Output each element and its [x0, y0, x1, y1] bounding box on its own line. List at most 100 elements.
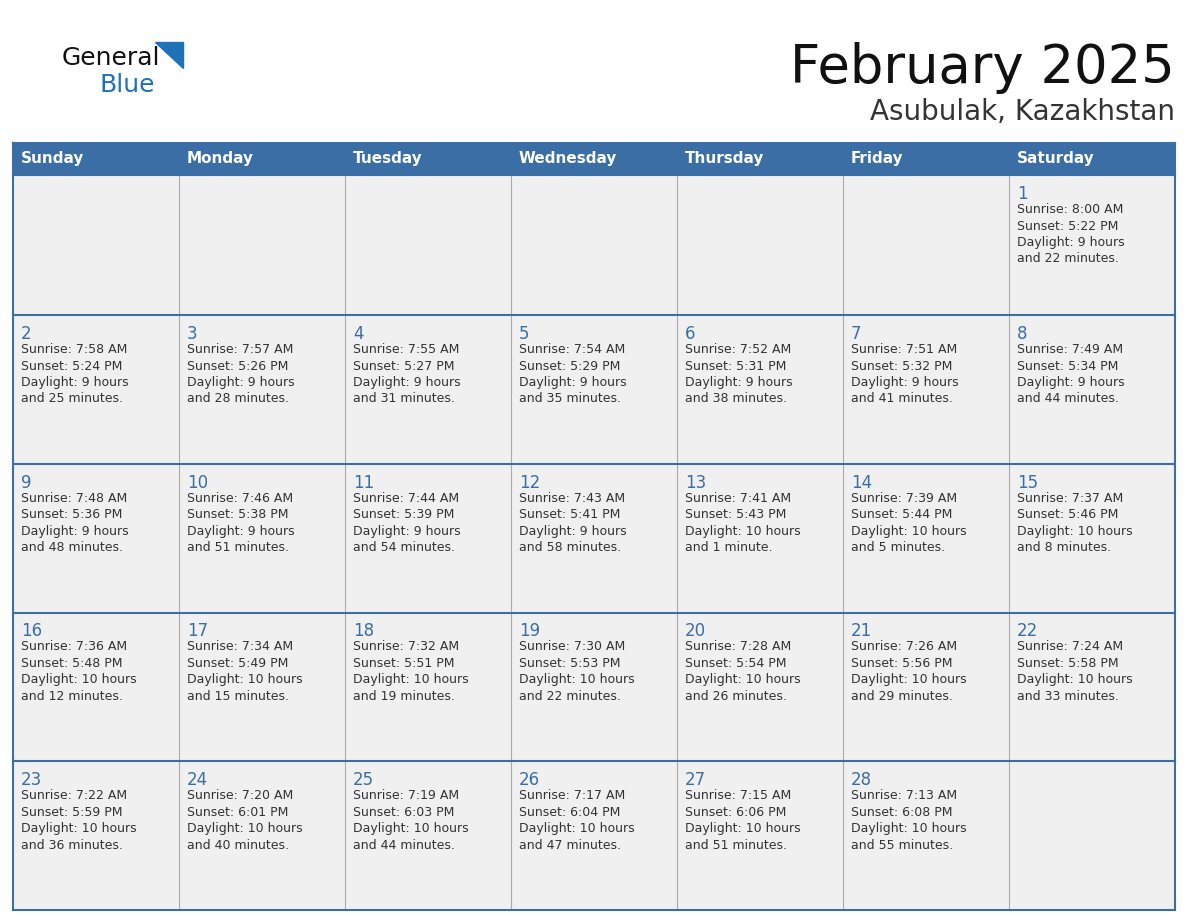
Text: Sunset: 5:49 PM: Sunset: 5:49 PM — [187, 657, 289, 670]
Text: Sunset: 6:01 PM: Sunset: 6:01 PM — [187, 806, 289, 819]
Bar — [13, 143, 1175, 175]
Text: and 51 minutes.: and 51 minutes. — [685, 839, 786, 852]
Text: Daylight: 9 hours: Daylight: 9 hours — [519, 525, 626, 538]
Text: Sunset: 5:53 PM: Sunset: 5:53 PM — [519, 657, 620, 670]
Text: and 47 minutes.: and 47 minutes. — [519, 839, 621, 852]
Text: Sunset: 6:03 PM: Sunset: 6:03 PM — [353, 806, 454, 819]
Text: Sunset: 6:06 PM: Sunset: 6:06 PM — [685, 806, 786, 819]
Text: and 33 minutes.: and 33 minutes. — [1017, 690, 1119, 703]
Text: and 25 minutes.: and 25 minutes. — [21, 393, 124, 406]
Text: Daylight: 9 hours: Daylight: 9 hours — [187, 525, 295, 538]
Text: Sunrise: 8:00 AM: Sunrise: 8:00 AM — [1017, 203, 1124, 216]
Text: and 40 minutes.: and 40 minutes. — [187, 839, 289, 852]
Text: Sunrise: 7:46 AM: Sunrise: 7:46 AM — [187, 492, 293, 505]
Text: 6: 6 — [685, 325, 695, 343]
Text: Sunrise: 7:20 AM: Sunrise: 7:20 AM — [187, 789, 293, 802]
Text: Friday: Friday — [851, 151, 904, 166]
Text: Sunrise: 7:58 AM: Sunrise: 7:58 AM — [21, 343, 127, 356]
Text: Daylight: 10 hours: Daylight: 10 hours — [353, 823, 468, 835]
Text: and 22 minutes.: and 22 minutes. — [1017, 252, 1119, 265]
Text: Daylight: 10 hours: Daylight: 10 hours — [21, 823, 137, 835]
Text: and 44 minutes.: and 44 minutes. — [1017, 393, 1119, 406]
Text: Sunrise: 7:41 AM: Sunrise: 7:41 AM — [685, 492, 791, 505]
Text: Sunset: 5:39 PM: Sunset: 5:39 PM — [353, 509, 454, 521]
Text: and 8 minutes.: and 8 minutes. — [1017, 542, 1111, 554]
Text: 26: 26 — [519, 771, 541, 789]
Text: Sunrise: 7:22 AM: Sunrise: 7:22 AM — [21, 789, 127, 802]
Text: Sunrise: 7:43 AM: Sunrise: 7:43 AM — [519, 492, 625, 505]
Text: Daylight: 9 hours: Daylight: 9 hours — [187, 376, 295, 389]
Text: Asubulak, Kazakhstan: Asubulak, Kazakhstan — [870, 98, 1175, 126]
Text: 5: 5 — [519, 325, 530, 343]
Text: Daylight: 9 hours: Daylight: 9 hours — [1017, 376, 1125, 389]
Text: Saturday: Saturday — [1017, 151, 1095, 166]
Text: 8: 8 — [1017, 325, 1028, 343]
Text: Sunrise: 7:34 AM: Sunrise: 7:34 AM — [187, 641, 293, 654]
Text: Sunrise: 7:26 AM: Sunrise: 7:26 AM — [851, 641, 958, 654]
Text: Daylight: 10 hours: Daylight: 10 hours — [1017, 674, 1132, 687]
Text: 22: 22 — [1017, 622, 1038, 641]
Text: Sunrise: 7:13 AM: Sunrise: 7:13 AM — [851, 789, 958, 802]
Text: Daylight: 9 hours: Daylight: 9 hours — [685, 376, 792, 389]
Polygon shape — [154, 42, 183, 68]
Text: Sunset: 5:44 PM: Sunset: 5:44 PM — [851, 509, 953, 521]
Bar — [13, 464, 1175, 612]
Text: and 58 minutes.: and 58 minutes. — [519, 542, 621, 554]
Text: Daylight: 10 hours: Daylight: 10 hours — [685, 674, 801, 687]
Text: Sunset: 5:22 PM: Sunset: 5:22 PM — [1017, 219, 1118, 232]
Text: Sunrise: 7:28 AM: Sunrise: 7:28 AM — [685, 641, 791, 654]
Text: 1: 1 — [1017, 185, 1028, 203]
Text: Sunset: 6:04 PM: Sunset: 6:04 PM — [519, 806, 620, 819]
Text: Daylight: 9 hours: Daylight: 9 hours — [353, 376, 461, 389]
Text: 4: 4 — [353, 325, 364, 343]
Text: Tuesday: Tuesday — [353, 151, 423, 166]
Text: and 12 minutes.: and 12 minutes. — [21, 690, 122, 703]
Text: 15: 15 — [1017, 474, 1038, 492]
Text: Sunset: 5:51 PM: Sunset: 5:51 PM — [353, 657, 455, 670]
Text: 21: 21 — [851, 622, 872, 641]
Text: 25: 25 — [353, 771, 374, 789]
Text: and 31 minutes.: and 31 minutes. — [353, 393, 455, 406]
Text: 20: 20 — [685, 622, 706, 641]
Text: Sunday: Sunday — [21, 151, 84, 166]
Text: Sunrise: 7:24 AM: Sunrise: 7:24 AM — [1017, 641, 1123, 654]
Text: Daylight: 10 hours: Daylight: 10 hours — [353, 674, 468, 687]
Text: Sunrise: 7:15 AM: Sunrise: 7:15 AM — [685, 789, 791, 802]
Text: Sunrise: 7:36 AM: Sunrise: 7:36 AM — [21, 641, 127, 654]
Text: 23: 23 — [21, 771, 43, 789]
Text: and 15 minutes.: and 15 minutes. — [187, 690, 289, 703]
Text: and 26 minutes.: and 26 minutes. — [685, 690, 786, 703]
Text: Sunrise: 7:17 AM: Sunrise: 7:17 AM — [519, 789, 625, 802]
Text: Daylight: 9 hours: Daylight: 9 hours — [21, 376, 128, 389]
Text: Sunrise: 7:48 AM: Sunrise: 7:48 AM — [21, 492, 127, 505]
Text: Sunset: 5:41 PM: Sunset: 5:41 PM — [519, 509, 620, 521]
Text: and 28 minutes.: and 28 minutes. — [187, 393, 289, 406]
Text: Sunset: 5:26 PM: Sunset: 5:26 PM — [187, 360, 289, 373]
Text: and 38 minutes.: and 38 minutes. — [685, 393, 786, 406]
Text: and 54 minutes.: and 54 minutes. — [353, 542, 455, 554]
Text: Sunset: 5:38 PM: Sunset: 5:38 PM — [187, 509, 289, 521]
Text: General: General — [62, 46, 160, 70]
Text: 24: 24 — [187, 771, 208, 789]
Text: Daylight: 10 hours: Daylight: 10 hours — [851, 674, 967, 687]
Text: Sunset: 5:54 PM: Sunset: 5:54 PM — [685, 657, 786, 670]
Text: Wednesday: Wednesday — [519, 151, 618, 166]
Text: and 41 minutes.: and 41 minutes. — [851, 393, 953, 406]
Text: Blue: Blue — [100, 73, 156, 97]
Text: Sunset: 5:32 PM: Sunset: 5:32 PM — [851, 360, 953, 373]
Text: 17: 17 — [187, 622, 208, 641]
Text: Sunrise: 7:37 AM: Sunrise: 7:37 AM — [1017, 492, 1123, 505]
Text: 19: 19 — [519, 622, 541, 641]
Text: Sunrise: 7:49 AM: Sunrise: 7:49 AM — [1017, 343, 1123, 356]
Text: Monday: Monday — [187, 151, 254, 166]
Text: Sunset: 6:08 PM: Sunset: 6:08 PM — [851, 806, 953, 819]
Text: and 48 minutes.: and 48 minutes. — [21, 542, 124, 554]
Text: and 1 minute.: and 1 minute. — [685, 542, 772, 554]
Text: and 44 minutes.: and 44 minutes. — [353, 839, 455, 852]
Text: Sunset: 5:24 PM: Sunset: 5:24 PM — [21, 360, 122, 373]
Text: Daylight: 9 hours: Daylight: 9 hours — [851, 376, 959, 389]
Text: Daylight: 10 hours: Daylight: 10 hours — [519, 674, 634, 687]
Text: 9: 9 — [21, 474, 32, 492]
Text: Sunset: 5:36 PM: Sunset: 5:36 PM — [21, 509, 122, 521]
Text: Daylight: 10 hours: Daylight: 10 hours — [851, 525, 967, 538]
